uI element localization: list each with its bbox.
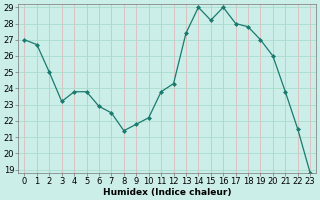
X-axis label: Humidex (Indice chaleur): Humidex (Indice chaleur) [103, 188, 232, 197]
